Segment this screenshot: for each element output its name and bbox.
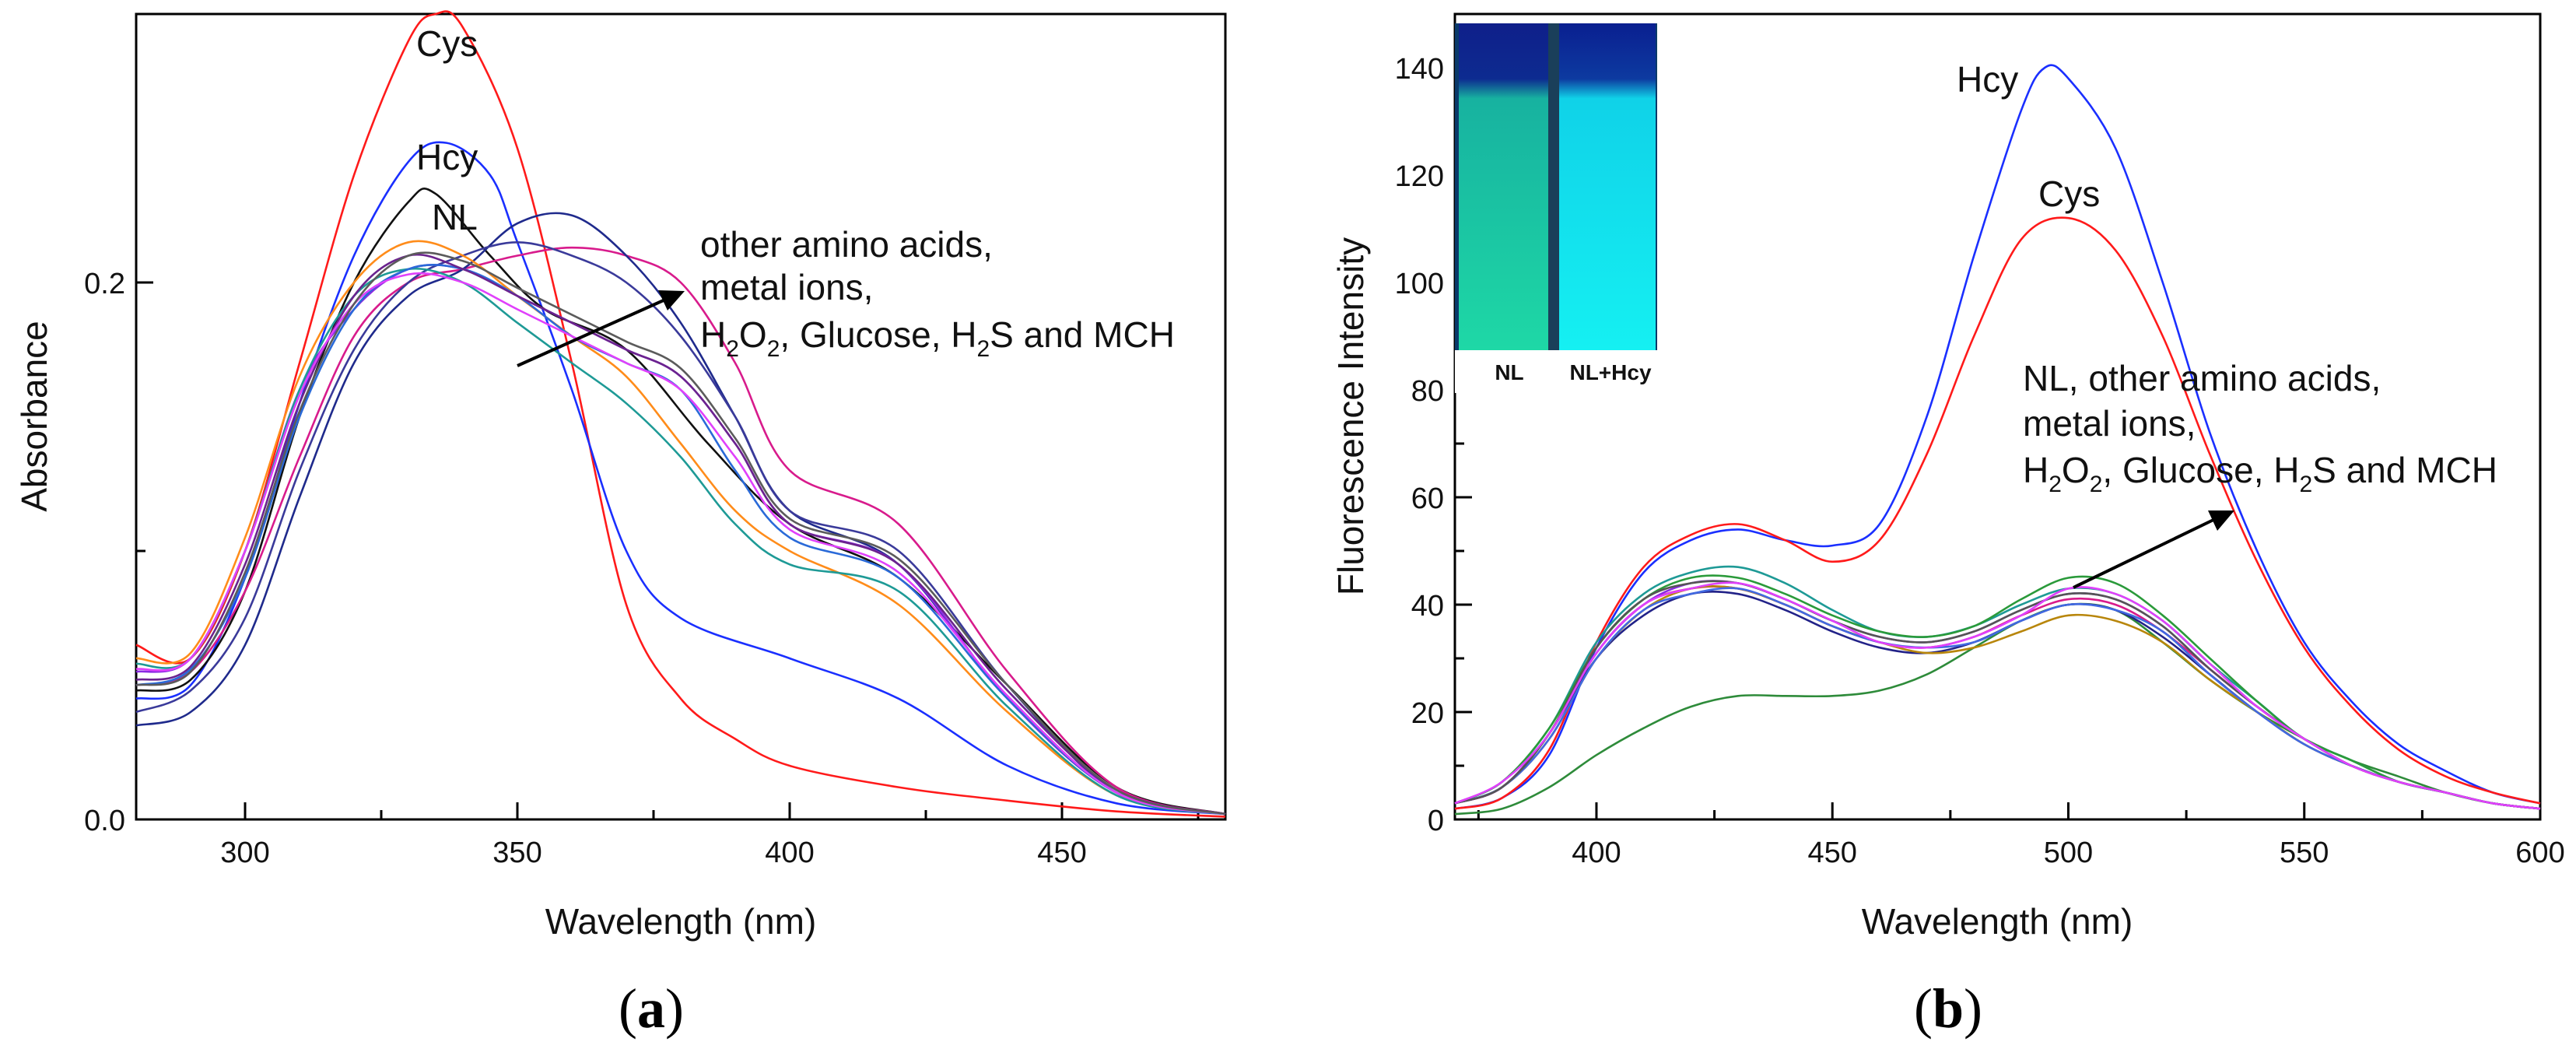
- panel-a-series-other-1: [135, 246, 1226, 816]
- panel-b-series-other-9: [1454, 581, 2541, 810]
- panel-b-annotation-line-1: NL, other amino acids,: [2023, 358, 2381, 398]
- panel-a-series-other-10: [135, 251, 1226, 816]
- panel-a-series-cys: [135, 10, 1226, 818]
- panel-b-ylabel: Fluorescence Intensity: [1330, 237, 1371, 595]
- panel-b-xlabel: Wavelength (nm): [1862, 901, 2133, 942]
- inset-label-nl-hcy: NL+Hcy: [1569, 360, 1651, 384]
- panel-a-series-other-9: [135, 272, 1226, 816]
- panel-a-xtick-label: 350: [492, 837, 541, 869]
- panel-b-annotation-arrow: [2073, 510, 2234, 589]
- panel-b-ytick-label: 60: [1411, 482, 1444, 515]
- panel-b-annotation-line-2: metal ions,: [2023, 403, 2196, 444]
- panel-a-series-other-5: [135, 240, 1226, 816]
- panel-a-ytick-label: 0.2: [84, 268, 125, 300]
- panel-a-label-nl: NL: [432, 197, 478, 237]
- panel-b-series-cys: [1454, 216, 2541, 810]
- panel-a-series-group: [135, 10, 1226, 818]
- panel-a-label-cys: Cys: [416, 23, 478, 64]
- panel-a-annotation-line-1: other amino acids,: [700, 224, 993, 265]
- panel-b-plot-frame: [1453, 12, 2542, 821]
- panel-b-ytick-label: 0: [1428, 805, 1444, 837]
- panel-a-ytick-label: 0.0: [84, 805, 125, 837]
- panel-a-annotation-line-3: H2O2, Glucose, H2S and MCH: [700, 314, 1175, 362]
- panel-b-annotation-line-3: H2O2, Glucose, H2S and MCH: [2023, 450, 2497, 497]
- panel-a-absorbance-chart: 300 350 400 450 0.0 0.2 Cys Hcy NL other amin…: [14, 10, 1227, 1040]
- panel-b-ytick-label: 80: [1411, 375, 1444, 408]
- panel-b-fluorescence-chart: 400 450 500 550 600 0 20 40 60 80 100 120 140: [1330, 12, 2565, 1040]
- panel-b-inset-photo: NL NL+Hcy: [1455, 23, 1661, 393]
- panel-a-caption: (a): [619, 977, 684, 1040]
- panel-b-ytick-label: 140: [1395, 53, 1444, 86]
- panel-b-ytick-label: 40: [1411, 590, 1444, 623]
- panel-b-label-hcy: Hcy: [1957, 59, 2018, 100]
- panel-a-series-hcy: [135, 141, 1226, 816]
- panel-a-ylabel: Absorbance: [14, 321, 54, 512]
- panel-a-axis-ticks: 300 350 400 450 0.0 0.2: [84, 268, 1200, 869]
- panel-b-xtick-label: 400: [1572, 837, 1621, 869]
- panel-a-xtick-label: 450: [1037, 837, 1086, 869]
- panel-b-caption: (b): [1914, 977, 1982, 1040]
- panel-b-ytick-label: 120: [1395, 160, 1444, 193]
- panel-a-annotation-arrow: [517, 290, 685, 367]
- panel-b-xtick-label: 450: [1808, 837, 1857, 869]
- panel-b-ytick-label: 100: [1395, 268, 1444, 300]
- panel-a-xlabel: Wavelength (nm): [545, 901, 817, 942]
- panel-a-series-other-2: [135, 212, 1226, 816]
- panel-b-xtick-label: 550: [2280, 837, 2329, 869]
- panel-b-series-group: [1454, 64, 2541, 816]
- inset-label-nl: NL: [1495, 360, 1523, 384]
- inset-cuvette-nl: [1459, 23, 1551, 350]
- panel-b-xtick-label: 600: [2515, 837, 2564, 869]
- inset-cuvette-nl-hcy: [1558, 23, 1656, 350]
- panel-a-label-hcy: Hcy: [416, 137, 478, 177]
- panel-a-xtick-label: 300: [220, 837, 269, 869]
- panel-b-label-cys: Cys: [2038, 174, 2100, 214]
- panel-b-xtick-label: 500: [2044, 837, 2093, 869]
- panel-b-ytick-label: 20: [1411, 697, 1444, 730]
- panel-a-plot-frame: [135, 12, 1227, 821]
- panel-a-xtick-label: 400: [765, 837, 814, 869]
- panel-a-annotation-line-2: metal ions,: [700, 267, 873, 307]
- panel-b-series-hcy: [1454, 64, 2541, 810]
